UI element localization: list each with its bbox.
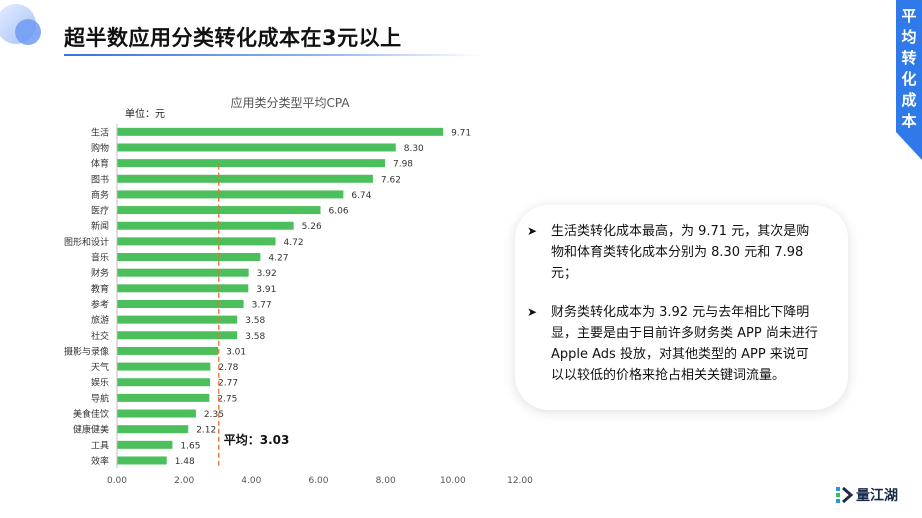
bar-value-label: 6.74 bbox=[351, 191, 371, 201]
bar bbox=[117, 174, 373, 183]
page-title: 超半数应用分类转化成本在3元以上 bbox=[64, 26, 402, 50]
insight-card: ➤ 生活类转化成本最高，为 9.71 元，其次是购物和体育类转化成本分别为 8.… bbox=[515, 205, 848, 410]
category-label: 效率 bbox=[91, 455, 109, 467]
chart-unit-label: 单位：元 bbox=[125, 107, 165, 120]
bar bbox=[117, 299, 244, 308]
bar bbox=[117, 331, 238, 340]
insight-text: 生活类转化成本最高，为 9.71 元，其次是购物和体育类转化成本分别为 8.30… bbox=[551, 224, 810, 281]
side-tab-label: 平均转化成本 bbox=[901, 7, 917, 130]
bar bbox=[117, 268, 249, 277]
bar-value-label: 1.65 bbox=[180, 441, 200, 451]
title-decoration-icon bbox=[0, 4, 41, 45]
bar-value-label: 2.12 bbox=[196, 426, 216, 436]
bar-value-label: 3.58 bbox=[245, 316, 265, 326]
category-label: 图书 bbox=[91, 174, 109, 185]
bar-value-label: 3.01 bbox=[226, 347, 246, 357]
bar bbox=[117, 315, 238, 324]
logo-text: 量江湖 bbox=[856, 488, 898, 504]
category-label: 旅游 bbox=[91, 314, 109, 326]
category-label: 图形和设计 bbox=[64, 236, 109, 248]
title-underline bbox=[64, 54, 484, 56]
bar bbox=[117, 456, 167, 465]
bar-value-label: 9.71 bbox=[451, 128, 471, 138]
bar-value-label: 4.27 bbox=[268, 254, 288, 264]
x-tick-label: 6.00 bbox=[308, 476, 328, 486]
bar bbox=[117, 190, 344, 199]
category-label: 体育 bbox=[91, 158, 109, 170]
category-label: 美食佳饮 bbox=[73, 408, 109, 420]
bar bbox=[117, 206, 321, 215]
insight-text: 财务类转化成本为 3.92 元与去年相比下降明显，主要是由于目前许多财务类 AP… bbox=[551, 305, 818, 383]
arrow-bullet-icon: ➤ bbox=[527, 224, 538, 238]
bar bbox=[117, 221, 294, 230]
bar bbox=[117, 409, 196, 418]
bar-value-label: 3.58 bbox=[245, 332, 265, 342]
category-label: 参考 bbox=[91, 298, 109, 310]
x-tick-label: 12.00 bbox=[507, 476, 533, 486]
bar-value-label: 3.92 bbox=[257, 269, 277, 279]
x-tick-label: 10.00 bbox=[440, 476, 466, 486]
x-tick-label: 4.00 bbox=[241, 476, 261, 486]
bar bbox=[117, 393, 210, 402]
bar-value-label: 7.98 bbox=[393, 160, 413, 170]
bar-value-label: 7.62 bbox=[381, 175, 401, 185]
category-label: 工具 bbox=[91, 440, 109, 451]
bar-value-label: 3.91 bbox=[256, 285, 276, 295]
bar bbox=[117, 159, 385, 168]
category-label: 购物 bbox=[91, 142, 109, 154]
chart-title: 应用类分类型平均CPA bbox=[230, 95, 350, 110]
category-label: 生活 bbox=[91, 126, 109, 138]
insight-item: ➤ 财务类转化成本为 3.92 元与去年相比下降明显，主要是由于目前许多财务类 … bbox=[527, 302, 821, 386]
category-label: 健康健美 bbox=[73, 424, 109, 436]
category-label: 娱乐 bbox=[91, 377, 109, 389]
bar bbox=[117, 362, 211, 371]
bar bbox=[117, 425, 189, 434]
arrow-bullet-icon: ➤ bbox=[527, 305, 538, 319]
category-label: 商务 bbox=[91, 189, 109, 201]
bar bbox=[117, 143, 396, 152]
bar bbox=[117, 346, 219, 355]
x-tick-label: 8.00 bbox=[376, 476, 396, 486]
average-label: 平均：3.03 bbox=[224, 432, 290, 447]
bar-value-label: 5.26 bbox=[302, 222, 322, 232]
bar-value-label: 6.06 bbox=[329, 207, 349, 217]
category-label: 音乐 bbox=[91, 252, 109, 264]
brand-logo: 量江湖 bbox=[835, 484, 898, 506]
liangjianghu-logo-icon bbox=[836, 486, 853, 504]
bar-value-label: 2.75 bbox=[217, 394, 237, 404]
category-label: 财务 bbox=[91, 267, 109, 279]
bar-value-label: 4.72 bbox=[284, 238, 304, 248]
category-label: 医疗 bbox=[91, 205, 109, 217]
bar bbox=[117, 378, 211, 387]
bar-value-label: 8.30 bbox=[404, 144, 424, 154]
category-label: 摄影与录像 bbox=[64, 345, 109, 357]
bar bbox=[117, 127, 444, 136]
bar-value-label: 2.35 bbox=[204, 410, 224, 420]
bar-value-label: 2.77 bbox=[218, 379, 238, 389]
category-label: 社交 bbox=[91, 330, 109, 342]
category-label: 天气 bbox=[91, 361, 109, 373]
bar bbox=[117, 440, 173, 449]
side-tab-background bbox=[896, 0, 922, 160]
bar bbox=[117, 253, 261, 262]
x-tick-label: 0.00 bbox=[107, 476, 127, 486]
bar bbox=[117, 284, 249, 293]
category-label: 新闻 bbox=[91, 220, 109, 232]
bar-value-label: 3.77 bbox=[252, 300, 272, 310]
bar-value-label: 2.78 bbox=[218, 363, 238, 373]
x-tick-label: 2.00 bbox=[174, 476, 194, 486]
category-label: 导航 bbox=[91, 392, 109, 404]
insight-item: ➤ 生活类转化成本最高，为 9.71 元，其次是购物和体育类转化成本分别为 8.… bbox=[527, 221, 821, 284]
bar bbox=[117, 237, 276, 246]
bar-value-label: 1.48 bbox=[175, 457, 195, 467]
category-label: 教育 bbox=[91, 283, 109, 295]
